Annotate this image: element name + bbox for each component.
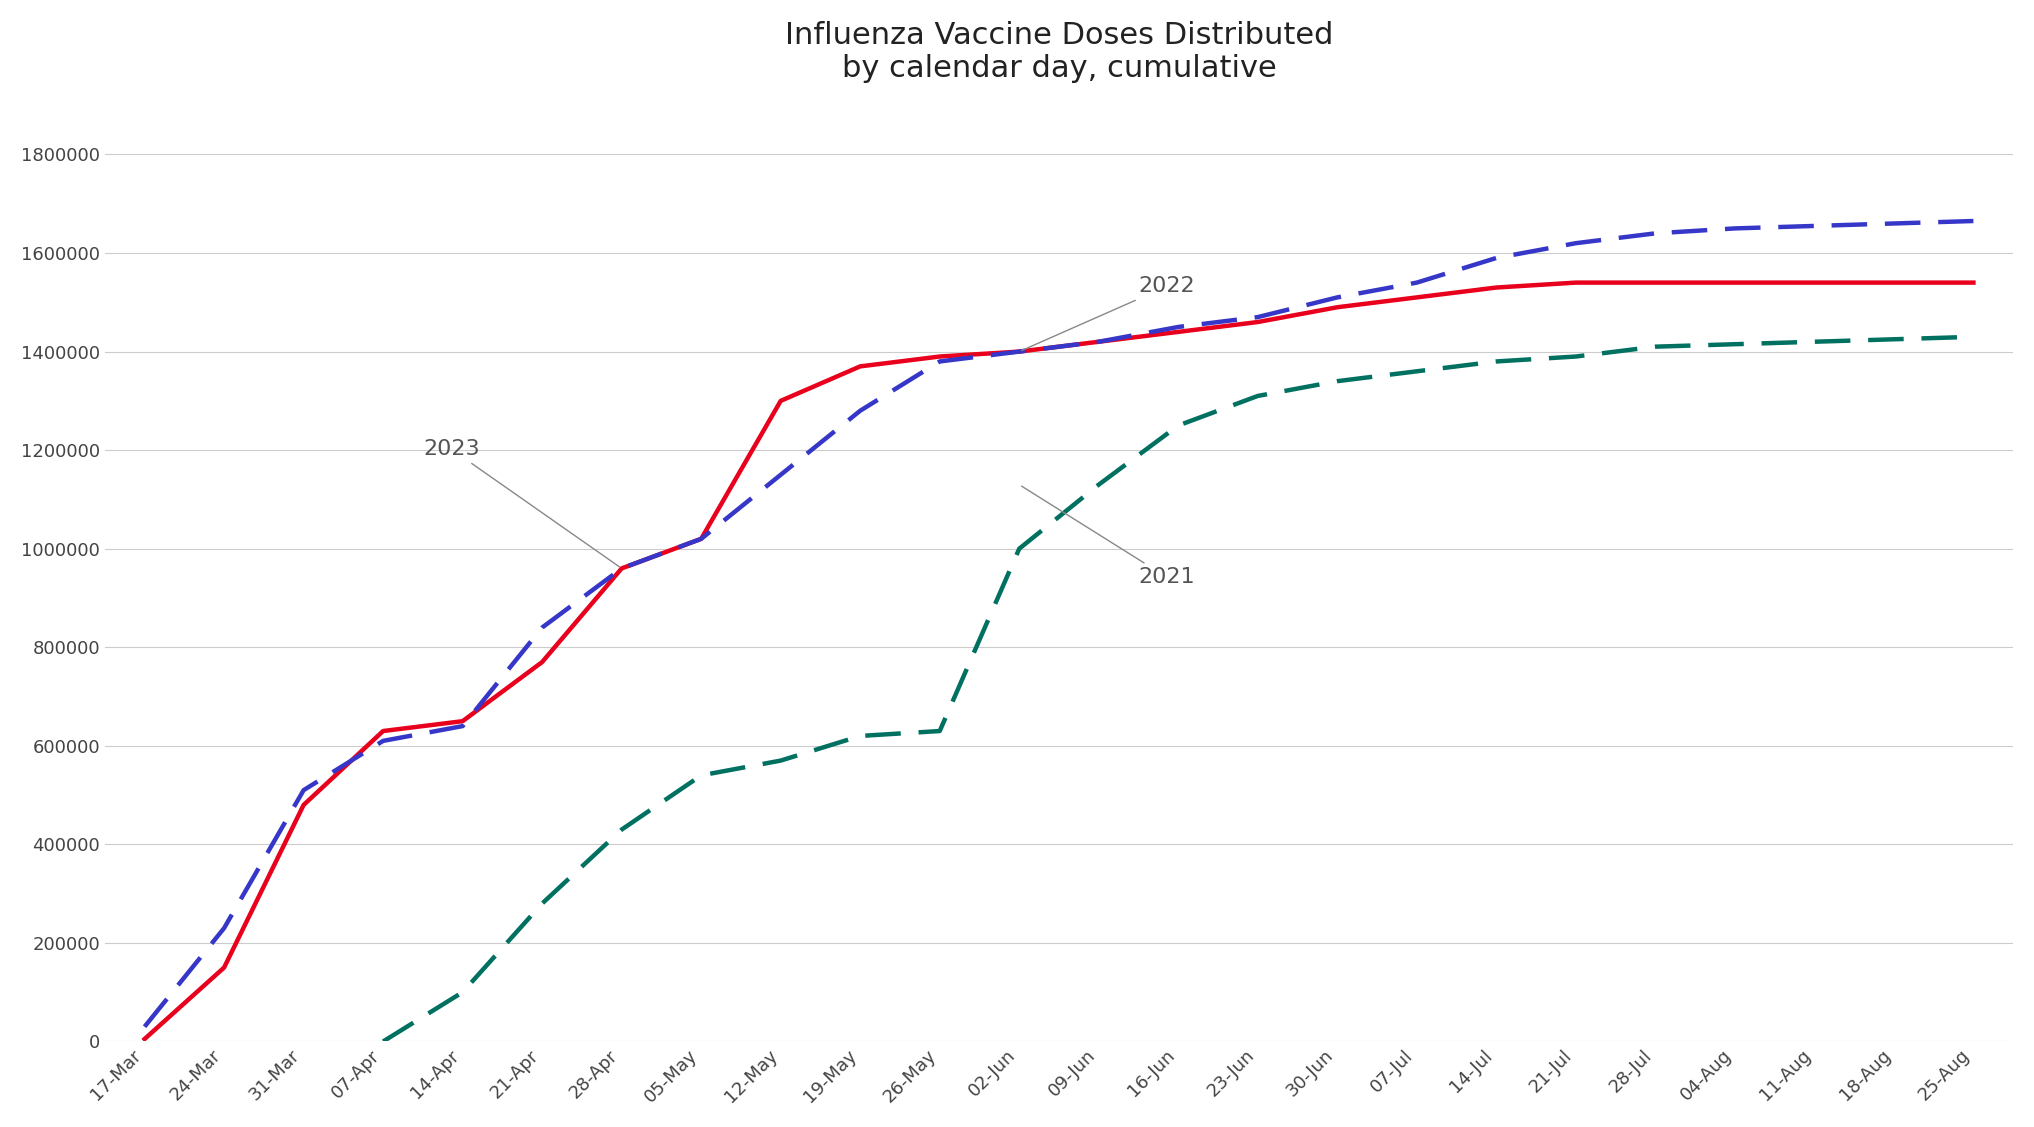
Title: Influenza Vaccine Doses Distributed
by calendar day, cumulative: Influenza Vaccine Doses Distributed by c… [785,20,1332,83]
Text: 2023: 2023 [423,440,620,567]
Text: 2021: 2021 [1021,486,1196,587]
Text: 2022: 2022 [1021,276,1196,350]
